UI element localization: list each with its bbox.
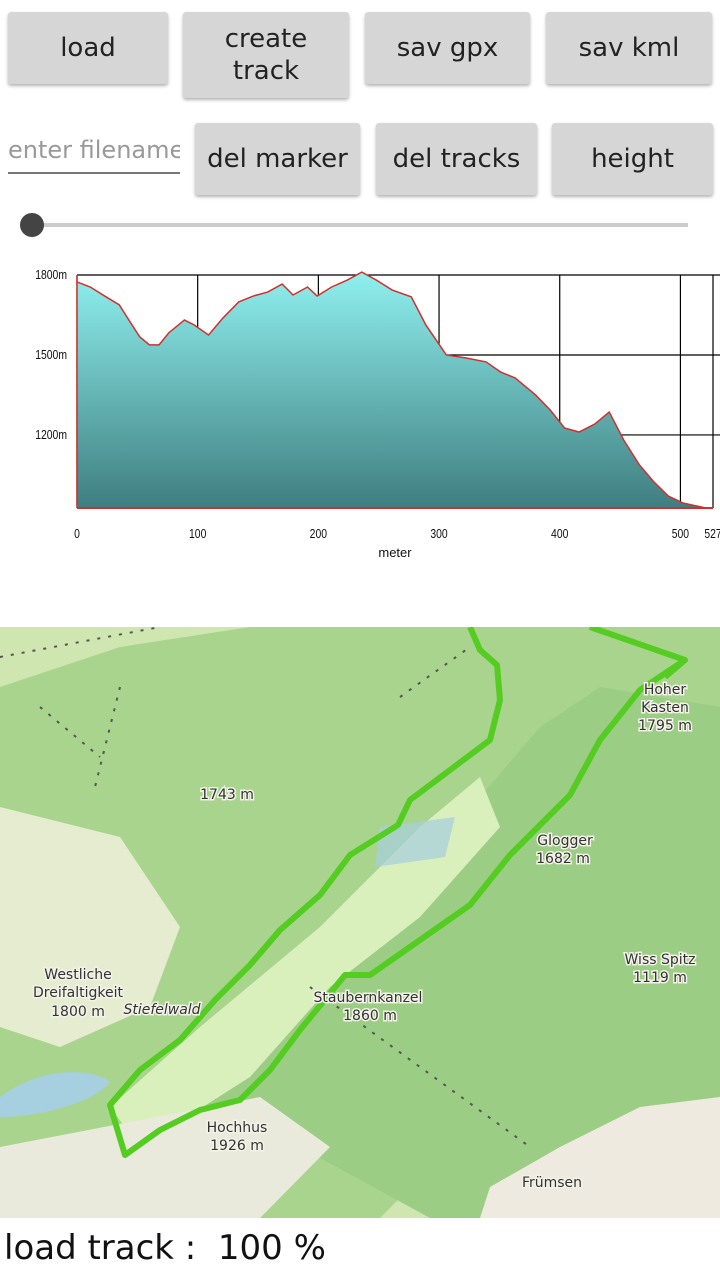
track <box>107 627 688 1158</box>
rock <box>0 1097 330 1218</box>
map-label: Frümsen <box>522 1175 582 1191</box>
map-label: 1800 m <box>51 1004 105 1020</box>
map-label: Staubernkanzel <box>314 990 423 1006</box>
y-tick-label: 1500m <box>35 348 67 362</box>
village <box>480 1097 720 1218</box>
status-text: load track : 100 % <box>4 1228 326 1268</box>
map-label: Dreifaltigkeit <box>33 985 124 1001</box>
map-label: Westliche <box>44 967 111 983</box>
load-button[interactable]: load <box>8 12 168 84</box>
elevation-area <box>77 272 713 508</box>
y-tick-label: 1800m <box>35 268 67 282</box>
rock <box>0 807 180 1047</box>
map-label: Wiss Spitz <box>625 952 696 968</box>
map-label: 1795 m <box>638 718 692 734</box>
map-label: Hoher <box>644 682 687 698</box>
x-tick-label: 0 <box>74 527 80 541</box>
map[interactable]: 1743 m Hoher Kasten 1795 m Glogger 1682 m Wiss… <box>0 627 720 1218</box>
forest <box>130 687 720 1218</box>
x-tick-label: 100 <box>189 527 207 541</box>
slider-thumb[interactable] <box>20 213 44 237</box>
lake <box>0 1072 110 1117</box>
x-axis-label: meter <box>378 545 412 560</box>
meadow <box>110 777 500 1147</box>
x-tick-label: 200 <box>310 527 328 541</box>
del-marker-button[interactable]: del marker <box>195 123 360 195</box>
sav-kml-button[interactable]: sav kml <box>546 12 712 84</box>
map-label: Kasten <box>641 700 689 716</box>
map-label: 1743 m <box>200 787 254 803</box>
y-tick-label: 1200m <box>35 428 67 442</box>
x-tick-label: 300 <box>430 527 448 541</box>
slider-track <box>32 223 688 227</box>
map-label: Stiefelwald <box>123 1002 200 1018</box>
map-label: 1119 m <box>633 970 687 986</box>
map-label: 1860 m <box>343 1008 397 1024</box>
x-tick-label: 500 <box>672 527 690 541</box>
map-label: Glogger <box>537 833 593 849</box>
x-tick-label: 400 <box>551 527 569 541</box>
map-label: Hochhus <box>207 1120 268 1136</box>
map-label: 1682 m <box>536 851 590 867</box>
sav-gpx-button[interactable]: sav gpx <box>365 12 530 84</box>
height-button[interactable]: height <box>552 123 713 195</box>
del-tracks-button[interactable]: del tracks <box>376 123 537 195</box>
map-label: 1926 m <box>210 1138 264 1154</box>
create-track-button[interactable]: create track <box>183 12 349 98</box>
elevation-chart: 1800m 1500m 1200m 0 100 200 300 400 500 527 meter <box>35 268 720 560</box>
elevation-line <box>76 271 713 509</box>
x-tick-label: 527 <box>704 527 720 541</box>
filename-input[interactable] <box>8 128 180 174</box>
